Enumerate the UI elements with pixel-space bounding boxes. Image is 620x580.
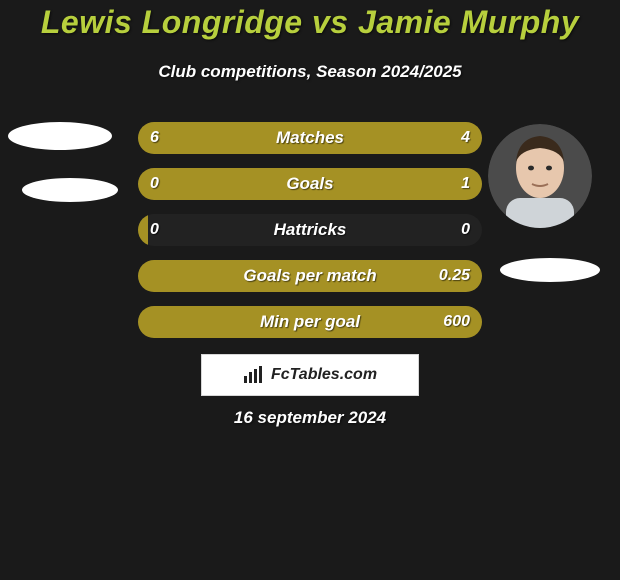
- bar-row: Hattricks0 0: [138, 214, 482, 246]
- bar-row: Goals per match0.25: [138, 260, 482, 292]
- branding-badge: FcTables.com: [201, 354, 419, 396]
- bar-value-left: 0: [150, 214, 159, 246]
- bar-label: Goals: [138, 168, 482, 200]
- placeholder-ellipse: [500, 258, 600, 282]
- bar-row: Min per goal600: [138, 306, 482, 338]
- bar-label: Hattricks: [138, 214, 482, 246]
- bar-value-right: 600: [443, 306, 470, 338]
- bar-value-right: 0: [461, 214, 470, 246]
- bar-value-right: 4: [461, 122, 470, 154]
- bars-icon: [243, 366, 265, 384]
- page-subtitle: Club competitions, Season 2024/2025: [0, 62, 620, 82]
- date-stamp: 16 september 2024: [0, 408, 620, 428]
- bar-value-left: 0: [150, 168, 159, 200]
- comparison-infographic: Lewis Longridge vs Jamie Murphy Club com…: [0, 0, 620, 580]
- comparison-bars: Matches64Goals01Hattricks00Goals per mat…: [138, 122, 482, 352]
- bar-value-left: 6: [150, 122, 159, 154]
- bar-label: Goals per match: [138, 260, 482, 292]
- avatar-svg: [488, 124, 592, 228]
- bar-row: Matches6 4: [138, 122, 482, 154]
- bar-label: Min per goal: [138, 306, 482, 338]
- placeholder-ellipse: [8, 122, 112, 150]
- branding-text: FcTables.com: [271, 366, 377, 384]
- bar-label: Matches: [138, 122, 482, 154]
- bar-value-right: 1: [461, 168, 470, 200]
- placeholder-ellipse: [22, 178, 118, 202]
- bar-row: Goals0 1: [138, 168, 482, 200]
- bar-value-right: 0.25: [439, 260, 470, 292]
- player-right-avatar: [488, 124, 592, 228]
- page-title: Lewis Longridge vs Jamie Murphy: [0, 4, 620, 41]
